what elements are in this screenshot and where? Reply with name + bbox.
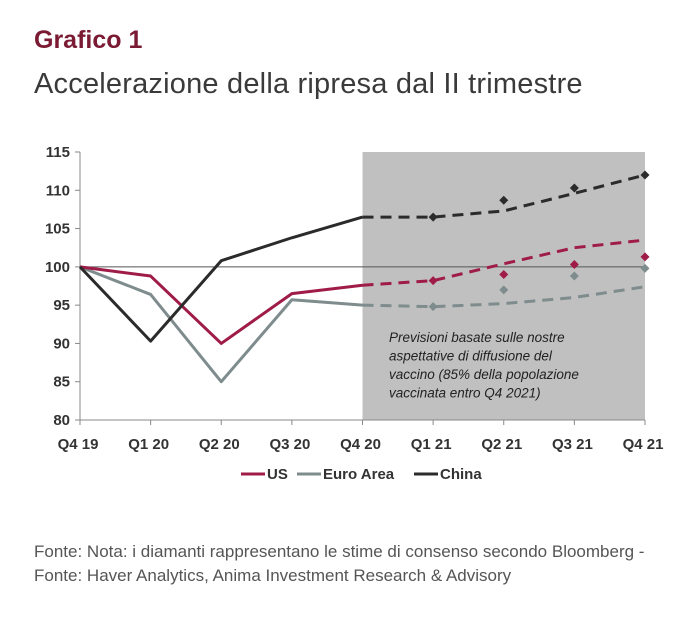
legend-label-us: US [267,466,288,483]
legend-label-euro-area: Euro Area [323,466,395,483]
forecast-annotation-line: Previsioni basate sulle nostre [389,330,565,345]
y-tick-label: 95 [53,297,70,314]
euro-area-actual-line [80,267,363,382]
y-tick-label: 90 [53,335,70,352]
forecast-annotation-line: aspettative di diffusione del [389,349,553,364]
line-chart: 80 85 90 95 100 105 110 115 Q4 19 Q1 20 Q2 20 Q3 20… [0,130,700,500]
x-tick-label: Q3 20 [269,436,310,453]
source-note: Fonte: Nota: i diamanti rappresentano le… [34,540,674,588]
forecast-annotation-line: vaccinata entro Q4 2021) [389,386,541,401]
y-tick-label: 110 [46,182,70,199]
china-actual-line [80,217,363,341]
y-tick-label: 85 [53,374,70,391]
y-tick-label: 115 [46,144,70,161]
x-tick-label: Q4 21 [623,436,664,453]
x-tick-label: Q3 21 [552,436,593,453]
x-tick-label: Q4 19 [58,436,99,453]
x-tick-label: Q1 21 [411,436,452,453]
x-tick-label: Q1 20 [128,436,169,453]
forecast-annotation-line: vaccino (85% della popolazione [389,367,579,382]
legend-layer: US Euro Area China [241,466,482,483]
x-tick-label: Q2 20 [199,436,240,453]
legend-label-china: China [440,466,482,483]
chart-label: Grafico 1 [34,26,142,55]
us-actual-line [80,267,363,344]
x-tick-label: Q2 21 [481,436,522,453]
x-tick-label: Q4 20 [340,436,381,453]
chart-title: Accelerazione della ripresa dal II trime… [34,68,583,101]
y-tick-label: 105 [45,221,70,238]
y-tick-label: 100 [45,259,70,276]
y-tick-label: 80 [53,412,70,429]
